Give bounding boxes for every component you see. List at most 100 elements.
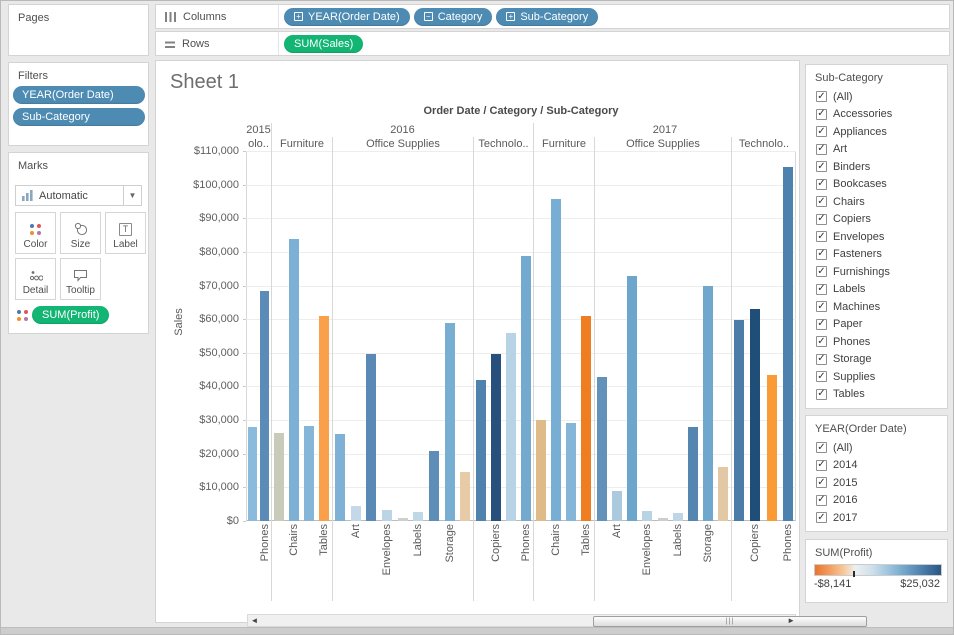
checkbox-checked-icon[interactable]: ✓ bbox=[816, 512, 827, 523]
expand-plus-icon[interactable]: + bbox=[506, 12, 515, 21]
bar-2017-copiers[interactable] bbox=[750, 309, 760, 521]
bar-2017-accessories[interactable] bbox=[734, 320, 744, 521]
bar-2017-furnishings[interactable] bbox=[566, 423, 576, 521]
marks-button-label[interactable]: TLabel bbox=[105, 212, 146, 254]
bar-2017-machines[interactable] bbox=[767, 375, 777, 521]
bar-2017-paper[interactable] bbox=[688, 427, 698, 521]
checkbox-checked-icon[interactable]: ✓ bbox=[816, 477, 827, 488]
bar-2016-appliances[interactable] bbox=[335, 434, 345, 521]
bar-2016-labels[interactable] bbox=[413, 512, 423, 521]
year-filter-item-2016[interactable]: ✓2016 bbox=[806, 492, 947, 510]
marks-button-tooltip[interactable]: Tooltip bbox=[60, 258, 101, 300]
checkbox-checked-icon[interactable]: ✓ bbox=[816, 109, 827, 120]
filter-pill-sub-category[interactable]: Sub-Category bbox=[13, 108, 145, 126]
bar-2017-tables[interactable] bbox=[581, 316, 591, 521]
collapse-minus-icon[interactable]: − bbox=[424, 12, 433, 21]
bar-2016-tables[interactable] bbox=[319, 316, 329, 521]
bar-2016-phones[interactable] bbox=[521, 256, 531, 521]
bar-2017-labels[interactable] bbox=[673, 513, 683, 521]
checkbox-checked-icon[interactable]: ✓ bbox=[816, 161, 827, 172]
bar-2017-storage[interactable] bbox=[703, 286, 713, 521]
subcategory-filter-item-fasteners[interactable]: ✓Fasteners bbox=[806, 246, 947, 264]
year-filter-item-2017[interactable]: ✓2017 bbox=[806, 509, 947, 527]
chevron-down-icon[interactable]: ▼ bbox=[123, 186, 141, 205]
subcategory-filter-item-binders[interactable]: ✓Binders bbox=[806, 158, 947, 176]
marks-button-size[interactable]: Size bbox=[60, 212, 101, 254]
checkbox-checked-icon[interactable]: ✓ bbox=[816, 371, 827, 382]
bar-2017-chairs[interactable] bbox=[551, 199, 561, 521]
bar-2015-phones[interactable] bbox=[260, 291, 269, 521]
columns-pill-year-order-date-[interactable]: +YEAR(Order Date) bbox=[284, 8, 410, 26]
subcategory-filter-item-appliances[interactable]: ✓Appliances bbox=[806, 123, 947, 141]
bar-2016-supplies[interactable] bbox=[460, 472, 470, 521]
bar-2017-fasteners[interactable] bbox=[658, 518, 668, 521]
checkbox-checked-icon[interactable]: ✓ bbox=[816, 126, 827, 137]
subcategory-filter-item-paper[interactable]: ✓Paper bbox=[806, 316, 947, 334]
scroll-right-icon[interactable]: ► bbox=[787, 615, 795, 626]
bar-2016-paper[interactable] bbox=[429, 451, 439, 521]
checkbox-checked-icon[interactable]: ✓ bbox=[816, 495, 827, 506]
filter-pill-year-order-date-[interactable]: YEAR(Order Date) bbox=[13, 86, 145, 104]
checkbox-checked-icon[interactable]: ✓ bbox=[816, 144, 827, 155]
subcategory-filter-item-envelopes[interactable]: ✓Envelopes bbox=[806, 228, 947, 246]
bar-2016-bookcases[interactable] bbox=[274, 433, 284, 521]
checkbox-checked-icon[interactable]: ✓ bbox=[816, 196, 827, 207]
bar-2017-phones[interactable] bbox=[783, 167, 793, 521]
checkbox-checked-icon[interactable]: ✓ bbox=[816, 249, 827, 260]
subcategory-filter-item-bookcases[interactable]: ✓Bookcases bbox=[806, 176, 947, 194]
bar-2017-envelopes[interactable] bbox=[642, 511, 652, 521]
bar-2016-furnishings[interactable] bbox=[304, 426, 314, 521]
checkbox-checked-icon[interactable]: ✓ bbox=[816, 389, 827, 400]
bar-2017-appliances[interactable] bbox=[597, 377, 607, 521]
checkbox-checked-icon[interactable]: ✓ bbox=[816, 266, 827, 277]
checkbox-checked-icon[interactable]: ✓ bbox=[816, 214, 827, 225]
bar-2017-art[interactable] bbox=[612, 491, 622, 521]
bar-2017-supplies[interactable] bbox=[718, 467, 728, 521]
year-filter-item-2015[interactable]: ✓2015 bbox=[806, 474, 947, 492]
bar-2016-envelopes[interactable] bbox=[382, 510, 392, 521]
horizontal-scrollbar[interactable]: ◄ ||| ► bbox=[247, 614, 796, 627]
bar-2016-copiers[interactable] bbox=[491, 354, 501, 521]
subcategory-filter-item-tables[interactable]: ✓Tables bbox=[806, 386, 947, 404]
checkbox-checked-icon[interactable]: ✓ bbox=[816, 91, 827, 102]
year-filter-item-2014[interactable]: ✓2014 bbox=[806, 457, 947, 475]
subcategory-filter-item-art[interactable]: ✓Art bbox=[806, 141, 947, 159]
checkbox-checked-icon[interactable]: ✓ bbox=[816, 319, 827, 330]
subcategory-filter-item--all-[interactable]: ✓(All) bbox=[806, 88, 947, 106]
subcategory-filter-item-chairs[interactable]: ✓Chairs bbox=[806, 193, 947, 211]
subcategory-filter-item-phones[interactable]: ✓Phones bbox=[806, 333, 947, 351]
checkbox-checked-icon[interactable]: ✓ bbox=[816, 231, 827, 242]
bar-2016-binders[interactable] bbox=[366, 354, 376, 521]
subcategory-filter-item-storage[interactable]: ✓Storage bbox=[806, 351, 947, 369]
year-filter-item--all-[interactable]: ✓(All) bbox=[806, 439, 947, 457]
subcategory-filter-item-machines[interactable]: ✓Machines bbox=[806, 298, 947, 316]
columns-pill-sub-category[interactable]: +Sub-Category bbox=[496, 8, 598, 26]
bar-2016-accessories[interactable] bbox=[476, 380, 486, 521]
subcategory-filter-item-supplies[interactable]: ✓Supplies bbox=[806, 368, 947, 386]
mark-type-dropdown[interactable]: Automatic ▼ bbox=[15, 185, 142, 206]
checkbox-checked-icon[interactable]: ✓ bbox=[816, 442, 827, 453]
scroll-left-icon[interactable]: ◄ bbox=[248, 615, 261, 626]
checkbox-checked-icon[interactable]: ✓ bbox=[816, 336, 827, 347]
bar-2016-fasteners[interactable] bbox=[398, 518, 408, 521]
subcategory-filter-item-copiers[interactable]: ✓Copiers bbox=[806, 211, 947, 229]
subcategory-filter-item-accessories[interactable]: ✓Accessories bbox=[806, 106, 947, 124]
bar-2016-storage[interactable] bbox=[445, 323, 455, 521]
profit-encoding-pill[interactable]: SUM(Profit) bbox=[32, 306, 109, 324]
columns-pill-category[interactable]: −Category bbox=[414, 8, 493, 26]
expand-plus-icon[interactable]: + bbox=[294, 12, 303, 21]
checkbox-checked-icon[interactable]: ✓ bbox=[816, 179, 827, 190]
checkbox-checked-icon[interactable]: ✓ bbox=[816, 284, 827, 295]
bar-2017-bookcases[interactable] bbox=[536, 420, 546, 521]
checkbox-checked-icon[interactable]: ✓ bbox=[816, 460, 827, 471]
bar-2016-art[interactable] bbox=[351, 506, 361, 521]
checkbox-checked-icon[interactable]: ✓ bbox=[816, 354, 827, 365]
marks-button-detail[interactable]: Detail bbox=[15, 258, 56, 300]
marks-button-color[interactable]: Color bbox=[15, 212, 56, 254]
bar-2015-machines[interactable] bbox=[248, 427, 257, 521]
bar-2017-binders[interactable] bbox=[627, 276, 637, 521]
bar-2016-chairs[interactable] bbox=[289, 239, 299, 521]
subcategory-filter-item-furnishings[interactable]: ✓Furnishings bbox=[806, 263, 947, 281]
checkbox-checked-icon[interactable]: ✓ bbox=[816, 301, 827, 312]
rows-pill-sum-sales-[interactable]: SUM(Sales) bbox=[284, 35, 363, 53]
